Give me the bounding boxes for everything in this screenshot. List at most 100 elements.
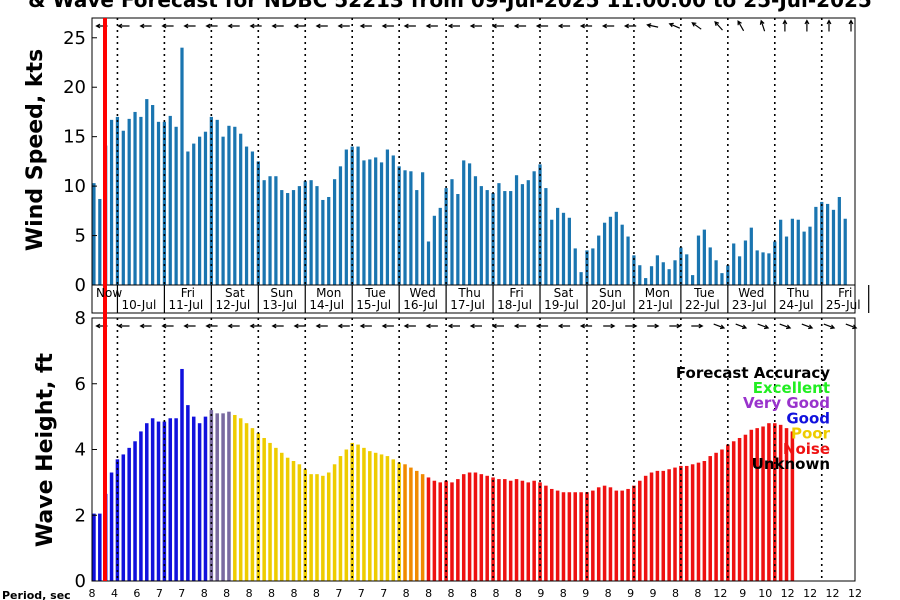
wind-bar [779,219,783,285]
period-value: 10 [758,587,772,600]
wind-direction-arrow [601,23,615,29]
wind-bar [790,218,795,285]
wind-bar [691,275,695,285]
wind-bar [784,236,789,285]
wind-bar [520,184,525,285]
wind-direction-arrow [826,19,832,32]
wave-bar [555,490,560,581]
period-value: 9 [739,587,746,600]
wind-bar [638,265,642,285]
wind-direction-arrows [95,19,854,32]
period-value: 8 [694,587,701,600]
period-value: 8 [89,587,96,600]
wind-bar [98,198,102,285]
wind-bar [831,209,836,285]
wind-direction-arrow [271,23,284,29]
wave-direction-arrow [425,323,438,329]
wind-direction-arrow [249,23,262,29]
wave-bar [778,424,783,581]
period-value: 8 [470,587,477,600]
wave-direction-arrow [579,323,593,329]
date-label: 10-Jul [122,298,157,312]
wave-bar [191,416,196,582]
wave-bar [773,423,777,581]
wind-bar [426,241,431,285]
wave-bar [684,465,689,581]
wave-bar [638,480,642,581]
wind-bar [262,180,266,285]
day-name-label: Mon [645,286,670,300]
wind-bar [397,166,401,285]
legend-item: Unknown [752,455,830,473]
period-value: 7 [178,587,185,600]
wind-bar [497,183,501,285]
wind-direction-arrow [513,23,527,29]
wind-day-gridlines [116,18,823,285]
wave-bar [444,480,448,581]
wave-bar [655,470,660,581]
wind-bar [726,265,730,285]
wave-bar [667,469,671,581]
wave-bar [215,413,219,581]
wave-bar [596,487,601,581]
wave-bar [591,490,595,581]
period-value: 12 [826,587,840,600]
period-value: 8 [201,587,208,600]
wave-day-gridlines [116,318,823,581]
wave-bar [186,405,190,581]
wave-direction-arrow [183,323,196,329]
wave-bar [461,474,466,581]
wave-y-axis-label: Wave Height, ft [33,352,58,547]
wave-direction-arrow [713,323,726,330]
wind-bar [796,219,800,285]
wind-y-axis-label: Wind Speed, kts [23,49,48,251]
wind-bar [156,121,161,285]
wind-bar [250,151,255,285]
wind-bar [321,199,325,285]
wave-bar [620,490,624,581]
wind-direction-arrow [623,23,637,29]
wave-bars [92,368,795,582]
wave-bar [790,431,795,581]
wind-bar [802,231,806,285]
wave-direction-arrow [669,323,682,329]
wind-direction-arrow [668,22,681,29]
period-value: 8 [492,587,499,600]
wind-bar [538,164,542,285]
wave-bar [520,480,525,581]
wave-direction-arrow [117,323,130,329]
wind-bar [168,115,172,286]
wind-direction-arrow [579,23,593,29]
wind-direction-arrow [403,23,416,29]
wave-bar [726,444,730,581]
wave-bar [731,441,736,581]
wind-direction-arrow [804,19,810,32]
wind-bar [280,190,284,285]
wind-bar [808,226,812,285]
wave-bar [532,480,536,581]
wind-bar [233,126,237,285]
wave-bar [233,414,237,581]
wind-bar [473,176,478,285]
wave-direction-arrow [403,323,416,329]
wind-bar [274,176,278,285]
wind-y-tick-label: 10 [63,176,86,197]
wind-bar [309,180,313,285]
wave-bar [174,418,178,581]
wind-direction-arrow [535,23,549,29]
wind-bar [679,247,683,285]
period-value: 4 [111,587,118,600]
wave-bar [397,462,401,581]
wind-bar [227,125,231,285]
wave-direction-arrow [557,323,571,329]
wave-bar [473,472,478,581]
period-value: 7 [358,587,365,600]
wave-bar [608,487,613,581]
wave-direction-arrow [381,323,394,329]
period-value: 9 [537,587,544,600]
wind-bar [579,272,583,285]
date-label: 22-Jul [685,298,720,312]
wind-bar [92,183,96,285]
wave-bar [720,449,724,581]
wind-bar [203,131,208,285]
